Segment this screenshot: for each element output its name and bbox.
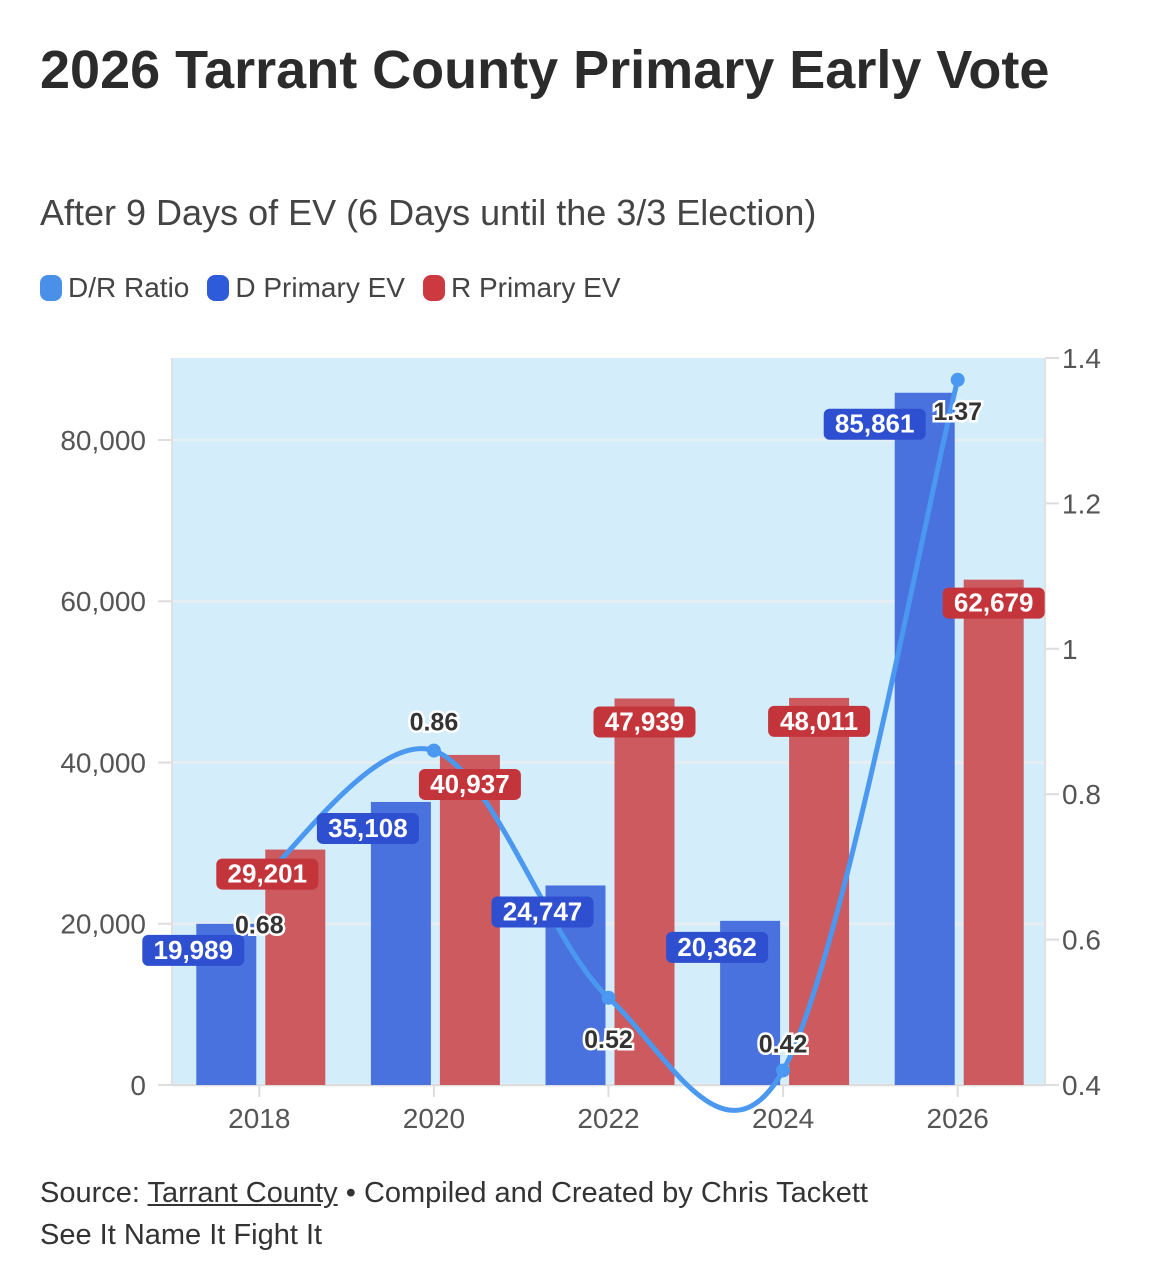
value-label-text: 24,747 (503, 896, 583, 926)
r-value-label: 29,201 (216, 858, 319, 890)
value-label-text: 35,108 (328, 813, 408, 843)
label-background (593, 706, 696, 738)
tagline: See It Name It Fight It (40, 1219, 323, 1251)
value-label-text: 48,011 (780, 706, 858, 736)
legend-item-d[interactable]: D Primary EV (207, 272, 405, 304)
label-background (418, 768, 521, 800)
y-tick-label: 20,000 (60, 909, 146, 940)
ratio-label: 0.42 (759, 1030, 808, 1058)
r-value-label: 47,939 (593, 706, 696, 738)
label-background (823, 408, 926, 440)
label-background (768, 705, 871, 737)
r-bar-2026 (963, 579, 1024, 1085)
r-value-label: 62,679 (942, 587, 1045, 619)
value-label-text: 19,989 (154, 935, 234, 965)
value-label-text: 29,201 (228, 859, 308, 889)
d-bar-2020 (370, 801, 431, 1085)
d-bar-2026 (894, 392, 955, 1085)
r-bar-2024 (789, 697, 850, 1085)
legend-swatch-ratio (40, 275, 62, 301)
chart-subtitle: After 9 Days of EV (6 Days until the 3/3… (40, 192, 817, 233)
label-background (942, 587, 1045, 619)
d-value-label: 35,108 (316, 812, 419, 844)
x-tick-label: 2020 (403, 1103, 465, 1134)
d-value-label: 19,989 (142, 934, 245, 966)
label-background (666, 931, 769, 963)
legend-label: D Primary EV (235, 272, 405, 303)
value-label-text: 40,937 (430, 769, 510, 799)
legend-swatch-r (422, 275, 445, 301)
r-bar-2020 (439, 754, 500, 1085)
footer: Source: Tarrant County • Compiled and Cr… (40, 1172, 868, 1256)
y-tick-label: 0 (130, 1070, 146, 1101)
x-tick-label: 2018 (228, 1103, 290, 1134)
y-tick-label: 60,000 (60, 586, 146, 617)
y2-tick-label: 0.6 (1062, 925, 1101, 956)
x-tick-label: 2022 (577, 1103, 639, 1134)
ratio-point-2026 (950, 372, 965, 387)
ratio-label: 0.52 (584, 1026, 633, 1054)
ratio-line (257, 379, 961, 1113)
source-prefix: Source: (40, 1177, 148, 1209)
r-value-label: 40,937 (418, 768, 521, 800)
y-tick-label: 80,000 (60, 425, 146, 456)
ratio-point-2022 (601, 990, 616, 1005)
x-tick-label: 2026 (927, 1103, 989, 1134)
y2-tick-label: 0.4 (1062, 1070, 1101, 1101)
legend-label: D/R Ratio (68, 272, 190, 303)
ratio-label: 0.68 (235, 911, 284, 939)
y2-tick-label: 0.8 (1062, 779, 1101, 810)
r-value-label: 48,011 (768, 705, 871, 737)
label-background (216, 858, 319, 890)
ratio-label: 0.86 (410, 709, 459, 737)
source-line: Source: Tarrant County • Compiled and Cr… (40, 1172, 868, 1214)
y2-tick-label: 1.2 (1062, 488, 1101, 519)
d-value-label: 24,747 (491, 896, 594, 928)
ratio-point-2024 (776, 1063, 791, 1078)
x-tick-label: 2024 (752, 1103, 814, 1134)
label-background (142, 934, 245, 966)
legend-item-ratio[interactable]: D/R Ratio (40, 272, 189, 304)
source-link[interactable]: Tarrant County (147, 1177, 338, 1209)
value-label-text: 62,679 (954, 588, 1034, 618)
value-label-text: 47,939 (605, 706, 685, 736)
y-tick-label: 40,000 (60, 747, 146, 778)
ratio-point-2020 (426, 743, 441, 758)
credit: • Compiled and Created by Chris Tackett (337, 1177, 868, 1209)
y2-tick-label: 1 (1062, 634, 1078, 665)
legend: D/R Ratio D Primary EV R Primary EV (40, 272, 621, 304)
value-label-text: 85,861 (835, 409, 915, 439)
value-label-text: 20,362 (677, 932, 757, 962)
y2-tick-label: 1.4 (1062, 343, 1101, 374)
legend-item-r[interactable]: R Primary EV (422, 272, 621, 304)
ratio-label: 1.37 (933, 398, 982, 426)
d-value-label: 20,362 (666, 931, 769, 963)
r-bar-2022 (614, 698, 675, 1085)
label-background (316, 812, 419, 844)
legend-swatch-d (207, 275, 230, 301)
d-value-label: 85,861 (823, 408, 926, 440)
label-background (491, 896, 594, 928)
legend-label: R Primary EV (450, 272, 621, 303)
chart-title: 2026 Tarrant County Primary Early Vote (40, 40, 1050, 100)
